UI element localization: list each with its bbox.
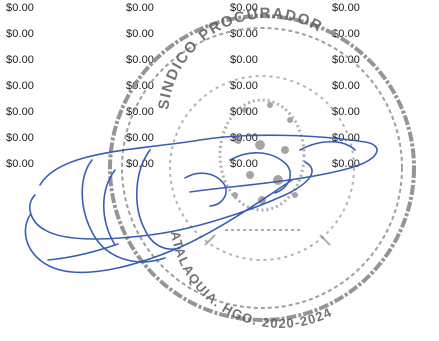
table-cell: $0.00 [126,80,155,92]
table-cell: $0.00 [126,54,155,66]
table-cell: $0.00 [126,2,155,14]
table-cell: $0.00 [6,106,35,118]
table-cell: $0.00 [6,158,35,170]
table-cell: $0.00 [6,28,35,40]
table-cell: $0.00 [230,158,259,170]
table-cell: $0.00 [332,132,361,144]
table-cell: $0.00 [6,132,35,144]
table-cell: $0.00 [126,158,155,170]
table-cell: $0.00 [332,158,361,170]
table-cell: $0.00 [332,54,361,66]
table-cell: $0.00 [332,2,361,14]
table-cell: $0.00 [230,28,259,40]
table-cell: $0.00 [126,132,155,144]
table-cell: $0.00 [6,80,35,92]
table-cell: $0.00 [6,2,35,14]
table-cell: $0.00 [230,80,259,92]
table-cell: $0.00 [230,132,259,144]
table-cell: $0.00 [230,54,259,66]
table-cell: $0.00 [230,106,259,118]
table-cell: $0.00 [332,28,361,40]
table-cell: $0.00 [230,2,259,14]
table-cell: $0.00 [332,106,361,118]
table-cell: $0.00 [6,54,35,66]
table-cell: $0.00 [126,106,155,118]
table-cell: $0.00 [126,28,155,40]
table-cell: $0.00 [332,80,361,92]
